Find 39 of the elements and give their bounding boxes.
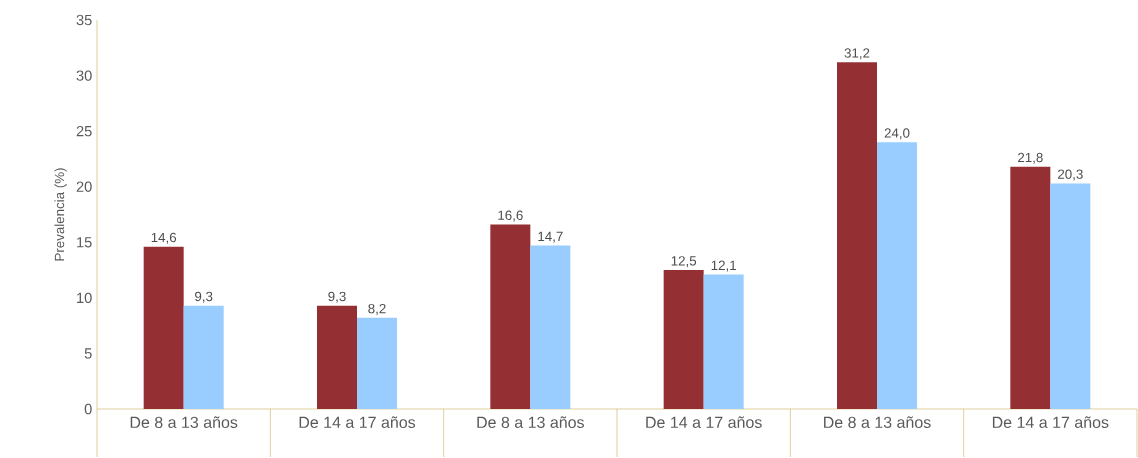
y-tick-label: 30 (76, 70, 92, 81)
data-label: 14,7 (538, 231, 563, 243)
data-label: 21,8 (1018, 152, 1043, 164)
y-axis-title: Prevalencia (%) (54, 168, 67, 261)
x-tick-label: De 8 a 13 años (130, 416, 238, 428)
bar (143, 246, 184, 409)
data-label: 20,3 (1058, 169, 1083, 181)
y-tick-label: 20 (76, 181, 92, 192)
bar (663, 270, 704, 409)
bar (183, 305, 224, 409)
x-tick-label: De 14 a 17 años (646, 416, 762, 428)
y-tick-label: 35 (76, 14, 92, 26)
data-label: 14,6 (151, 232, 177, 244)
bar (877, 142, 917, 409)
data-label: 31,2 (844, 48, 870, 60)
y-tick-label: 15 (77, 237, 92, 248)
data-label: 12,1 (711, 260, 736, 272)
bar (1050, 183, 1091, 409)
data-label: 16,6 (498, 210, 523, 222)
bar (1010, 166, 1051, 409)
data-label: 9,3 (195, 291, 213, 303)
bar (490, 224, 531, 409)
x-tick-label: De 8 a 13 años (477, 416, 584, 428)
y-tick-label: 25 (76, 125, 92, 137)
data-label: 12,5 (671, 256, 697, 268)
data-label: 9,3 (328, 291, 346, 303)
data-label: 8,2 (368, 303, 386, 315)
bar (703, 274, 744, 409)
bar (530, 245, 571, 409)
data-label: 24,0 (884, 128, 910, 140)
y-tick-label: 5 (84, 348, 92, 359)
y-tick-label: 0 (84, 403, 92, 415)
bar (317, 305, 357, 409)
x-tick-label: De 14 a 17 años (299, 416, 416, 428)
bar (357, 317, 398, 409)
y-tick-label: 10 (77, 292, 92, 304)
x-tick-label: De 14 a 17 años (992, 416, 1109, 428)
x-tick-label: De 8 a 13 años (824, 416, 931, 428)
bar (837, 62, 877, 409)
